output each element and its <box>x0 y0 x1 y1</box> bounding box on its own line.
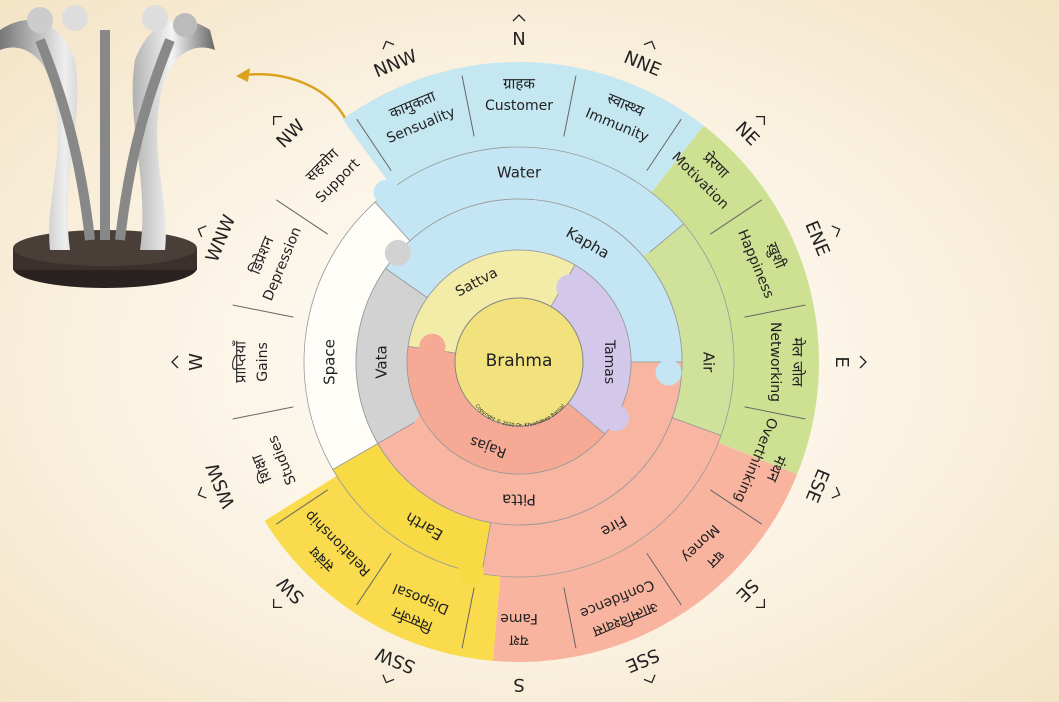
zone-english-w: Gains <box>255 342 271 381</box>
direction-sse: SSE <box>623 644 663 677</box>
direction-caret-icon <box>755 115 766 126</box>
trophy-image <box>0 5 215 288</box>
direction-ene: ENE <box>800 218 833 259</box>
curved-arrow <box>236 68 347 119</box>
direction-ne: NE <box>731 118 763 150</box>
direction-sw: SW <box>273 572 309 608</box>
direction-caret-icon <box>197 486 207 499</box>
zone-divider <box>709 199 763 235</box>
zone-divider <box>275 199 329 235</box>
zone-english-e: Networking <box>767 322 783 402</box>
brahma-label: Brahma <box>486 351 553 371</box>
puzzle-nub <box>556 274 583 301</box>
direction-caret-icon <box>382 40 395 50</box>
zone-divider <box>232 406 294 420</box>
zone-color-band <box>264 475 501 661</box>
direction-s: S <box>513 674 524 695</box>
direction-caret-icon <box>755 598 766 609</box>
direction-caret-icon <box>643 674 656 684</box>
direction-caret-icon <box>859 355 867 369</box>
zone-hindi-e: मेल जोल <box>789 337 807 387</box>
guna-label-tamas: Tamas <box>601 339 617 384</box>
zone-divider <box>744 304 806 318</box>
zone-divider <box>356 118 392 172</box>
dosha-label-pitta: Pitta <box>502 491 536 509</box>
element-label-water: Water <box>497 164 542 182</box>
zone-divider <box>232 304 294 318</box>
zone-hindi-s: यश <box>509 632 529 650</box>
direction-nw: NW <box>272 115 309 152</box>
zone-divider <box>646 118 682 172</box>
zone-divider <box>646 552 682 606</box>
direction-wnw: WNW <box>202 212 240 266</box>
direction-e: E <box>831 356 852 367</box>
direction-caret-icon <box>272 598 283 609</box>
direction-caret-icon <box>512 14 526 22</box>
dosha-label-vata: Vata <box>373 345 391 378</box>
zone-english-s: Fame <box>500 610 538 626</box>
zone-divider <box>563 587 577 649</box>
direction-caret-icon <box>382 674 395 684</box>
zone-hindi-n: ग्राहक <box>503 75 535 93</box>
direction-caret-icon <box>831 486 841 499</box>
zone-divider <box>744 406 806 420</box>
element-label-air: Air <box>700 352 718 373</box>
zone-divider <box>563 75 577 137</box>
element-ring <box>303 146 735 585</box>
direction-n: N <box>512 29 525 50</box>
zone-english-n: Customer <box>485 98 553 114</box>
brahma-center: Brahma Copyright © 2020 Dr. Khushdeep Ba… <box>454 297 584 429</box>
zone-color-band <box>342 62 704 193</box>
puzzle-nub <box>373 179 400 206</box>
direction-w: W <box>186 353 207 371</box>
zone-divider <box>461 587 475 649</box>
zone-divider <box>356 552 392 606</box>
direction-ssw: SSW <box>373 642 419 677</box>
direction-caret-icon <box>272 115 283 126</box>
direction-caret-icon <box>197 225 207 238</box>
direction-nnw: NNW <box>371 46 421 83</box>
zone-divider <box>275 489 329 525</box>
direction-se: SE <box>732 575 763 606</box>
direction-caret-icon <box>171 355 179 369</box>
puzzle-nub <box>655 359 682 386</box>
zone-ring <box>232 62 819 662</box>
zone-hindi-w: प्राप्तियाँ <box>232 340 250 383</box>
direction-caret-icon <box>643 40 656 50</box>
puzzle-nub <box>419 333 446 360</box>
direction-wsw: WSW <box>202 459 239 511</box>
direction-nne: NNE <box>621 47 664 81</box>
direction-caret-icon <box>831 225 841 238</box>
puzzle-nub <box>384 239 411 266</box>
zone-color-band <box>651 125 819 475</box>
zone-divider <box>709 489 763 525</box>
zone-divider <box>461 75 475 137</box>
direction-ese: ESE <box>801 466 833 506</box>
puzzle-nub <box>602 405 629 431</box>
puzzle-nub <box>457 558 484 585</box>
element-label-space: Space <box>321 339 339 385</box>
